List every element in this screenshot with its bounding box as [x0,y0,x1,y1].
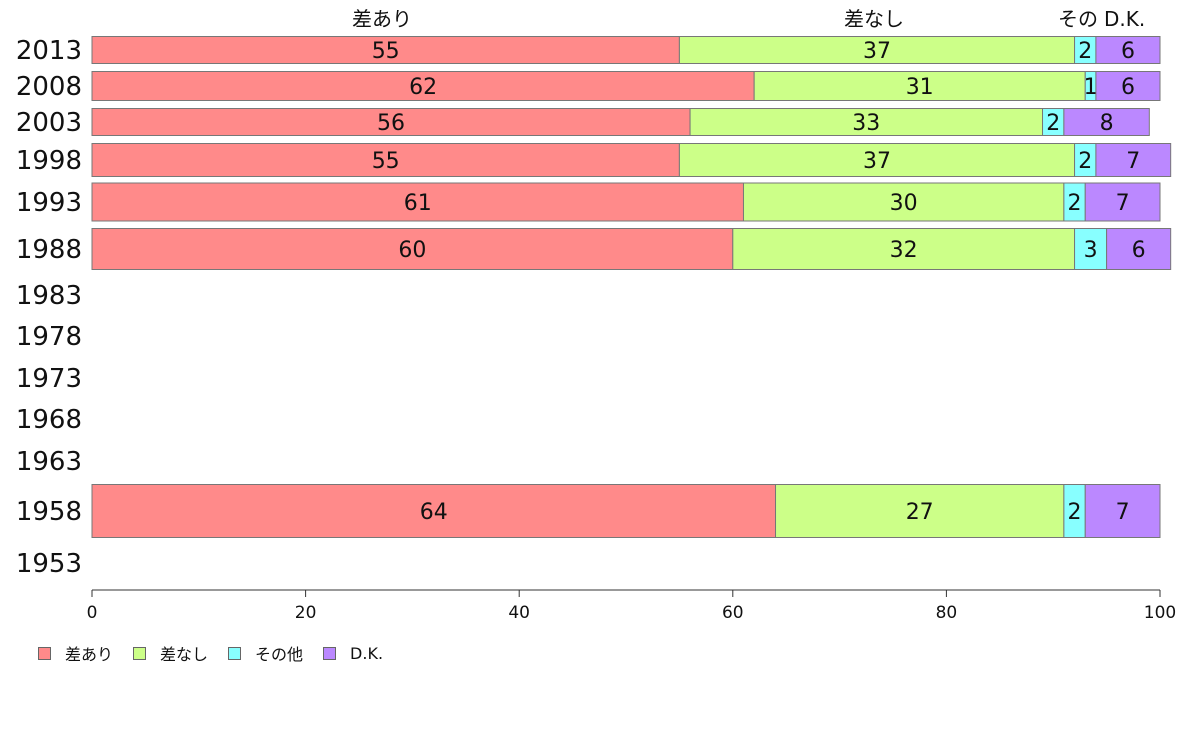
bar-segment-2003-1 [689,108,1044,136]
data-label-2013-1: 37 [863,39,891,64]
data-label-1998-2: 2 [1078,149,1092,174]
legend-item-1: 差なし [133,641,208,665]
legend-item-3: D.K. [323,644,383,663]
bar-segment-2003-3 [1063,108,1150,136]
year-label-1998: 1998 [16,146,82,176]
x-tick-label-0: 0 [86,603,98,623]
data-label-2003-0: 56 [377,111,405,136]
bar-segment-2013-1 [678,36,1076,64]
legend-item-0: 差あり [38,641,113,665]
bar-segment-2003-0 [91,108,691,136]
data-label-2013-2: 2 [1078,39,1092,64]
bar-segment-1988-2 [1074,228,1108,270]
data-label-1988-3: 6 [1132,238,1146,263]
legend-label-3: D.K. [350,643,384,663]
bar-segment-2008-1 [753,71,1086,101]
data-label-1993-2: 2 [1068,191,1082,216]
data-label-1988-1: 32 [890,238,918,263]
legend-item-2: その他 [228,641,303,665]
legend-swatch-3 [323,646,337,660]
year-label-2003: 2003 [16,108,82,138]
data-label-1998-0: 55 [372,149,400,174]
year-label-1963: 1963 [16,447,82,477]
bar-segment-2008-3 [1095,71,1161,101]
legend-swatch-1 [133,646,147,660]
top-series-label-1: 差なし [844,7,904,31]
stacked-bar-chart: 2013 2008 2003 1998 1993 1988 1983 1978 1973 1968… [16,7,1172,597]
year-label-1988: 1988 [16,235,82,265]
x-tick-label-20: 20 [294,603,317,623]
data-label-2013-0: 55 [372,39,400,64]
x-tick-label-100: 100 [1143,603,1177,623]
data-label-2008-3: 6 [1121,75,1135,100]
x-tick-label-60: 60 [721,603,744,623]
data-label-1958-0: 64 [420,500,448,525]
top-series-label-0: 差あり [352,7,412,31]
bar-segment-1988-3 [1106,228,1172,270]
data-label-2008-1: 31 [906,75,934,100]
year-label-1958: 1958 [16,497,82,527]
data-label-1958-1: 27 [906,500,934,525]
year-label-1973: 1973 [16,364,82,394]
bar-segment-1988-1 [732,228,1076,270]
bar-segment-1958-3 [1084,484,1161,538]
data-label-2003-1: 33 [852,111,880,136]
data-label-1958-3: 7 [1116,500,1130,525]
top-series-label-3: D.K. [1104,7,1145,31]
legend-label-2: その他 [255,645,304,664]
year-label-2013: 2013 [16,36,82,66]
top-series-label-2: その [1058,7,1098,31]
bar-segment-1998-3 [1095,143,1172,177]
year-label-1953: 1953 [16,549,82,579]
bar-segment-2013-0 [91,36,680,64]
legend-swatch-2 [228,646,242,660]
data-label-2008-2: 1 [1084,75,1098,100]
bar-segment-1993-3 [1084,182,1161,222]
bar-segment-1998-0 [91,143,680,177]
data-label-2013-3: 6 [1121,39,1135,64]
year-label-2008: 2008 [16,72,82,102]
legend-label-1: 差なし [160,645,209,664]
data-label-1993-3: 7 [1116,191,1130,216]
x-tick-label-80: 80 [935,603,958,623]
bar-segment-1993-0 [91,182,744,222]
bar-segment-1958-1 [775,484,1065,538]
year-label-1978: 1978 [16,322,82,352]
x-tick-label-40: 40 [508,603,530,623]
year-label-1993: 1993 [16,188,82,218]
data-label-1988-0: 60 [398,238,426,263]
data-label-2008-0: 62 [409,75,437,100]
year-label-1968: 1968 [16,405,82,435]
data-label-1958-2: 2 [1068,500,1082,525]
bar-segment-1988-0 [91,228,734,270]
data-label-1998-1: 37 [863,149,891,174]
bar-segment-1993-1 [742,182,1065,222]
legend-swatch-0 [38,646,51,660]
year-label-1983: 1983 [16,281,82,311]
data-label-1988-2: 3 [1084,238,1098,263]
chart-legend: 差あり 差なし その他 D.K. [38,641,403,665]
data-label-2003-2: 2 [1046,111,1060,136]
bar-segment-2008-0 [91,71,755,101]
bar-segment-1958-0 [91,484,777,538]
legend-label-0: 差あり [65,645,114,664]
data-label-1993-0: 61 [404,191,432,216]
data-label-1998-3: 7 [1126,149,1140,174]
bar-segment-2013-3 [1095,36,1161,64]
data-label-1993-1: 30 [890,191,918,216]
data-label-2003-3: 8 [1100,111,1114,136]
